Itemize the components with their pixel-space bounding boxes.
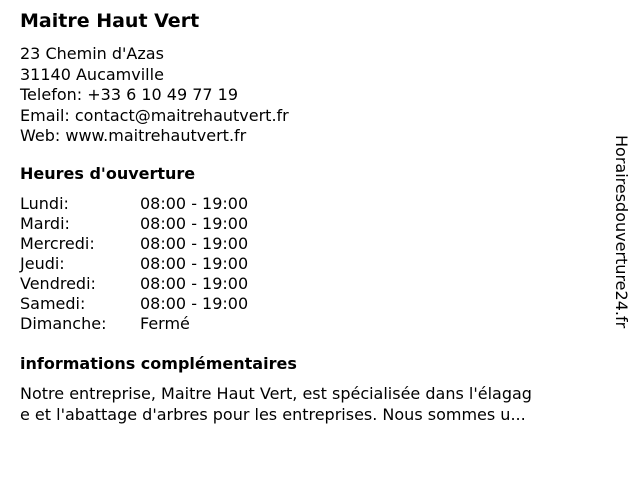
hours-row: Mardi: 08:00 - 19:00 <box>20 214 248 234</box>
watermark: Horairesdouverture24.fr <box>612 135 631 329</box>
city: 31140 Aucamville <box>20 64 164 84</box>
time: 08:00 - 19:00 <box>140 274 249 293</box>
hours-row: Jeudi: 08:00 - 19:00 <box>20 254 248 274</box>
day: Dimanche: <box>20 314 107 333</box>
time: 08:00 - 19:00 <box>140 234 249 253</box>
hours-table: Lundi: 08:00 - 19:00 Mardi: 08:00 - 19:00 … <box>20 194 248 334</box>
email[interactable]: Email: contact@maitrehautvert.fr <box>20 105 289 125</box>
day: Lundi: <box>20 194 69 213</box>
hours-row: Lundi: 08:00 - 19:00 <box>20 194 248 214</box>
hours-row: Dimanche: Fermé <box>20 314 248 334</box>
website[interactable]: Web: www.maitrehautvert.fr <box>20 126 247 145</box>
business-name: Maitre Haut Vert <box>20 10 200 32</box>
time: 08:00 - 19:00 <box>140 214 249 233</box>
info-text: Notre entreprise, Maitre Haut Vert, est … <box>20 383 580 425</box>
day: Mercredi: <box>20 234 95 253</box>
address-block: 23 Chemin d'Azas 31140 Aucamville Telefo… <box>20 44 289 147</box>
phone[interactable]: Telefon: +33 6 10 49 77 19 <box>20 85 239 104</box>
day: Jeudi: <box>20 254 65 273</box>
day: Vendredi: <box>20 274 96 293</box>
hours-row: Mercredi: 08:00 - 19:00 <box>20 234 248 254</box>
info-heading: informations complémentaires <box>20 354 297 373</box>
day: Mardi: <box>20 214 70 233</box>
info-line: Notre entreprise, Maitre Haut Vert, est … <box>20 384 532 403</box>
day: Samedi: <box>20 294 86 313</box>
time: 08:00 - 19:00 <box>140 294 249 313</box>
time: Fermé <box>140 314 190 333</box>
info-line: e et l'abattage d'arbres pour les entrep… <box>20 405 526 424</box>
hours-heading: Heures d'ouverture <box>20 164 196 183</box>
hours-row: Samedi: 08:00 - 19:00 <box>20 294 248 314</box>
street: 23 Chemin d'Azas <box>20 44 164 63</box>
time: 08:00 - 19:00 <box>140 254 249 273</box>
time: 08:00 - 19:00 <box>140 194 249 213</box>
hours-row: Vendredi: 08:00 - 19:00 <box>20 274 248 294</box>
